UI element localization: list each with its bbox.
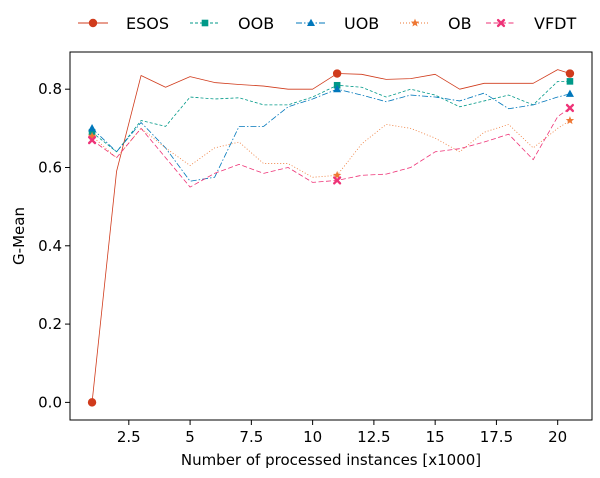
legend-marker-oob	[201, 19, 209, 27]
data-point-uob	[565, 89, 574, 97]
data-point-esos	[332, 69, 342, 78]
legend-label-ob: OB	[448, 14, 472, 33]
series-line-vfdt	[91, 107, 571, 188]
legend-item-ob: OB	[400, 14, 472, 33]
y-axis: 0.0 0.2 0.4 0.6 0.8	[38, 80, 70, 411]
series-line-uob	[91, 88, 571, 182]
legend-label-oob: OOB	[238, 14, 274, 33]
legend: ESOS OOB UOB OB VFDT	[78, 14, 576, 33]
y-tick-label: 0.4	[38, 237, 62, 255]
series-esos	[87, 69, 575, 407]
series-oob	[88, 78, 574, 153]
plot-frame	[69, 51, 593, 421]
legend-marker-vfdt	[496, 18, 506, 28]
data-point-vfdt	[87, 135, 97, 145]
data-point-uob	[88, 124, 97, 132]
y-tick-label: 0.6	[38, 158, 62, 176]
legend-marker-esos	[88, 18, 98, 28]
y-axis-title: G-Mean	[10, 207, 28, 265]
y-tick-label: 0.8	[38, 80, 62, 98]
data-point-oob	[566, 78, 574, 85]
data-point-ob	[87, 131, 97, 140]
data-point-ob	[332, 170, 342, 179]
legend-label-uob: UOB	[344, 14, 379, 33]
y-tick-label: 0.2	[38, 315, 62, 333]
x-tick-label: 17.5	[480, 428, 513, 446]
data-point-vfdt	[565, 103, 575, 113]
series-uob	[88, 84, 574, 182]
legend-marker-ob	[410, 18, 420, 27]
legend-label-esos: ESOS	[126, 14, 169, 33]
plot-area	[87, 69, 575, 407]
series-ob	[87, 116, 575, 179]
legend-item-oob: OOB	[190, 14, 274, 33]
x-tick-label: 12.5	[357, 428, 390, 446]
data-point-ob	[565, 116, 575, 125]
legend-item-uob: UOB	[296, 14, 379, 33]
x-tick-label: 2.5	[117, 428, 141, 446]
x-axis-title: Number of processed instances [x1000]	[181, 451, 481, 469]
legend-item-vfdt: VFDT	[486, 14, 576, 33]
series-line-esos	[91, 69, 571, 403]
data-point-vfdt	[333, 176, 342, 185]
series-vfdt	[87, 103, 575, 188]
x-tick-label: 20	[548, 428, 567, 446]
y-tick-label: 0.0	[38, 393, 62, 411]
x-axis: 2.5 5 7.5 10 12.5 15 17.5 20	[117, 420, 567, 446]
legend-item-esos: ESOS	[78, 14, 169, 33]
legend-label-vfdt: VFDT	[534, 14, 576, 33]
data-point-esos	[87, 398, 97, 407]
x-tick-label: 10	[303, 428, 322, 446]
x-tick-label: 15	[426, 428, 445, 446]
series-line-ob	[91, 120, 571, 178]
x-tick-label: 7.5	[239, 428, 263, 446]
legend-marker-uob	[307, 18, 315, 26]
data-point-esos	[565, 69, 575, 78]
data-point-uob	[333, 84, 342, 93]
x-tick-label: 5	[185, 428, 195, 446]
